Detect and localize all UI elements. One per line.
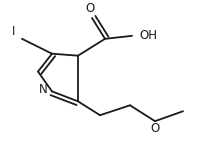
Text: O: O [150, 122, 160, 135]
Text: I: I [12, 25, 16, 38]
Text: O: O [85, 2, 95, 15]
Text: N: N [39, 83, 47, 96]
Text: OH: OH [139, 29, 157, 42]
